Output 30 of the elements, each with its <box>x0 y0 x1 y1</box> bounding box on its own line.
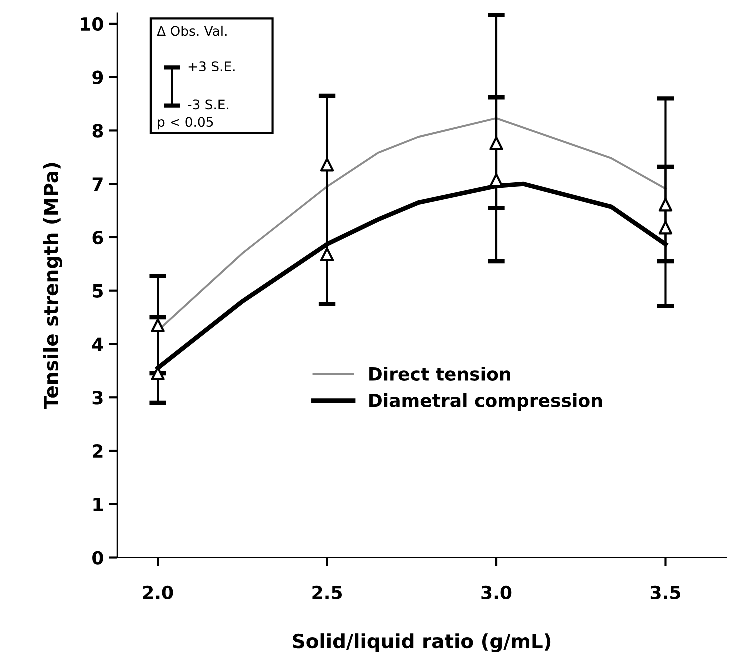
y-tick-label: 3 <box>92 391 103 405</box>
x-tick-label: 3.0 <box>482 586 512 600</box>
x-axis-title: Solid/liquid ratio (g/mL) <box>293 634 551 653</box>
y-tick-label: 5 <box>93 284 103 298</box>
y-tick-label: 8 <box>92 124 104 138</box>
x-tick-label: 3.5 <box>650 586 680 600</box>
legend-label: Direct tension <box>370 366 510 381</box>
y-tick-label: 9 <box>92 70 104 84</box>
point <box>490 174 504 188</box>
y-tick-label: 7 <box>92 178 103 191</box>
y-tick-label: 4 <box>92 338 104 352</box>
annotation: -3 S.E. <box>188 100 229 110</box>
x-tick-label: 2.0 <box>143 586 174 600</box>
y-axis-title: Tensile strength (MPa) <box>43 163 62 410</box>
legend-label: Diametral compression <box>370 393 602 411</box>
point <box>658 198 673 212</box>
y-tick-label: 2 <box>93 444 103 458</box>
annotation: +3 S.E. <box>188 62 235 72</box>
y-tick-label: 0 <box>92 551 104 565</box>
point <box>320 158 334 172</box>
point <box>658 221 673 235</box>
point <box>320 248 334 262</box>
y-tick-label: 6 <box>92 230 104 245</box>
point <box>490 136 504 150</box>
y-tick-label: 10 <box>81 17 104 32</box>
annotation: p < 0.05 <box>158 117 214 130</box>
point <box>151 318 165 332</box>
annotation: Δ Obs. Val. <box>157 26 227 36</box>
y-tick-label: 1 <box>94 498 104 512</box>
x-tick-label: 2.5 <box>312 586 342 600</box>
